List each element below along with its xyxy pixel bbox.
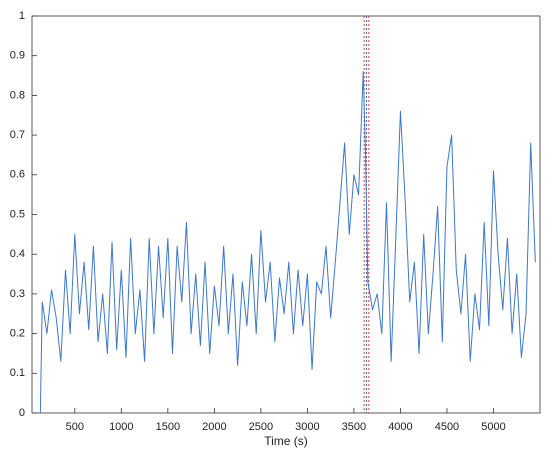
- x-tick-label: 1000: [109, 421, 133, 433]
- x-tick-label: 500: [66, 421, 84, 433]
- x-tick-label: 3000: [295, 421, 319, 433]
- y-tick-label: 0.7: [10, 129, 25, 141]
- y-tick-label: 0.5: [10, 208, 25, 220]
- x-tick-label: 2500: [249, 421, 273, 433]
- y-tick-label: 0.1: [10, 367, 25, 379]
- x-tick-label: 4500: [435, 421, 459, 433]
- x-tick-label: 1500: [156, 421, 180, 433]
- y-tick-label: 0.9: [10, 50, 25, 62]
- data-line: [39, 71, 536, 414]
- y-tick-label: 0: [19, 407, 25, 419]
- y-tick-label: 0.3: [10, 288, 25, 300]
- x-tick-label: 2000: [202, 421, 226, 433]
- plot-frame: [31, 15, 541, 414]
- x-tick-label: 3500: [342, 421, 366, 433]
- y-tick-label: 1: [19, 10, 25, 22]
- y-tick-label: 0.8: [10, 89, 25, 101]
- x-tick-label: 5000: [481, 421, 505, 433]
- x-tick-label: 4000: [388, 421, 412, 433]
- y-tick-label: 0.2: [10, 328, 25, 340]
- x-axis-label: Time (s): [264, 434, 308, 448]
- y-tick-label: 0.6: [10, 169, 25, 181]
- y-tick-label: 0.4: [10, 248, 25, 260]
